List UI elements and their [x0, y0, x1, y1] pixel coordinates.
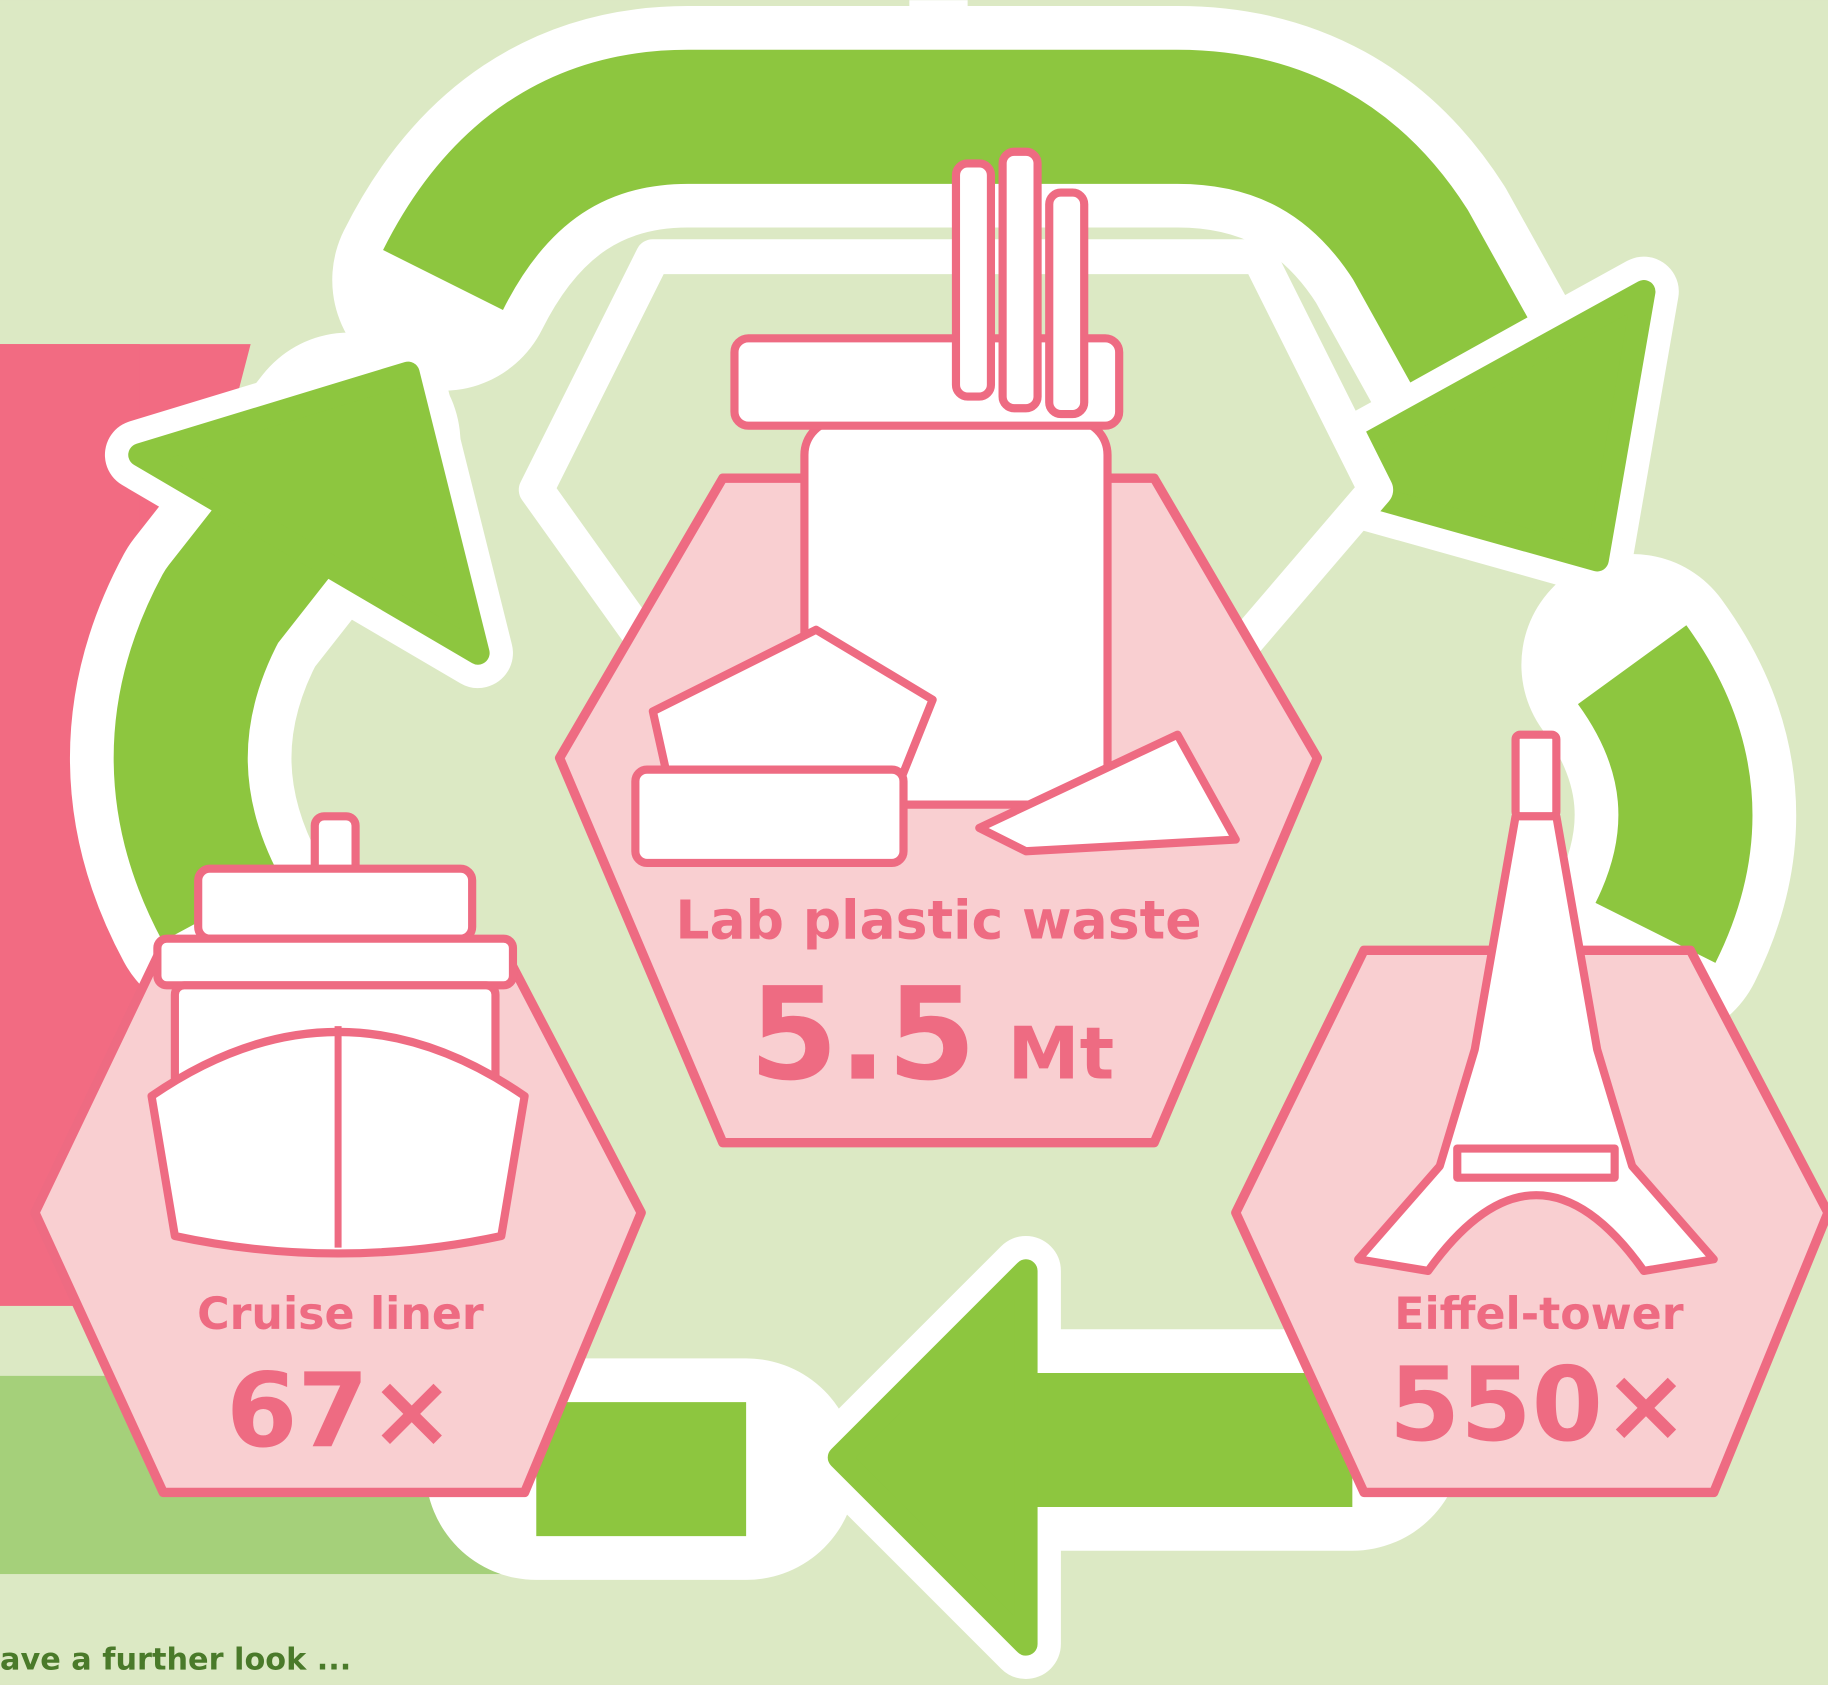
footer: ave a further look ... [0, 1643, 351, 1678]
item-label: Eiffel-tower [1394, 1289, 1684, 1340]
ship-icon [152, 816, 525, 1253]
page: Lab plastic waste 5.5 Mt Cruise liner 67… [0, 0, 1828, 1685]
item-value: 550× [1389, 1346, 1689, 1465]
infographic: Lab plastic waste 5.5 Mt Cruise liner 67… [0, 0, 1828, 1685]
item-label: Lab plastic waste [675, 889, 1201, 952]
item-value: 67× [226, 1352, 455, 1471]
item-unit: Mt [1008, 1013, 1114, 1097]
item-value: 5.5 [749, 961, 976, 1110]
item-label: Cruise liner [197, 1289, 484, 1340]
